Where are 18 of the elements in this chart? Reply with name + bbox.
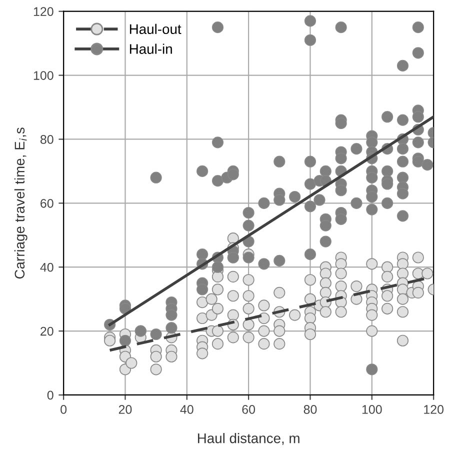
x-tick-label: 100 xyxy=(362,405,382,414)
y-tick-label: 120 xyxy=(34,7,54,16)
x-tick-label: 20 xyxy=(118,405,132,414)
y-tick-label: 60 xyxy=(40,198,54,208)
legend-label: Haul-in xyxy=(130,44,172,54)
y-tick-label: 100 xyxy=(34,71,54,80)
x-tick-label: 0 xyxy=(60,405,67,414)
x-tick-label: 120 xyxy=(424,405,444,414)
y-tick-label: 40 xyxy=(40,262,54,272)
y-tick-label: 0 xyxy=(47,390,54,400)
y-tick-label: 80 xyxy=(40,135,54,144)
legend-label: Haul-out xyxy=(130,24,182,34)
x-axis-title: Haul distance, m xyxy=(198,433,300,445)
x-tick-label: 80 xyxy=(304,405,317,414)
y-axis-title: Carriage travel time, E$_{i}$,s xyxy=(14,128,28,279)
x-tick-label: 60 xyxy=(242,405,256,414)
y-tick-label: 20 xyxy=(40,326,54,336)
x-tick-label: 40 xyxy=(180,405,194,414)
